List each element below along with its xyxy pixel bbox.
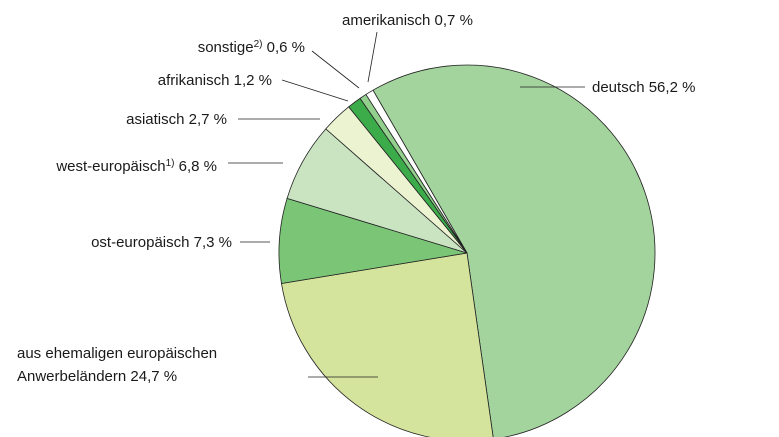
category-name: afrikanisch bbox=[157, 72, 230, 89]
value-label: 56,2 % bbox=[648, 79, 696, 96]
leader-line bbox=[281, 79, 349, 102]
category-name: deutsch bbox=[592, 79, 645, 96]
category-name: asiatisch bbox=[126, 111, 185, 128]
footnote-mark: 2) bbox=[253, 39, 263, 50]
category-name: aus ehemaligen europäischen Anwerbelände… bbox=[17, 345, 218, 385]
category-name: west-europäisch bbox=[56, 158, 166, 175]
value-label: 0,6 % bbox=[266, 39, 305, 56]
pie-slice bbox=[365, 89, 468, 254]
category-name: amerikanisch bbox=[342, 12, 431, 29]
slice-label: asiatisch 2,7 % bbox=[126, 108, 227, 131]
value-label: 6,8 % bbox=[178, 158, 217, 175]
slice-label: west-europäisch1) 6,8 % bbox=[56, 152, 217, 178]
leader-line bbox=[367, 31, 378, 83]
category-name: sonstige bbox=[197, 39, 254, 56]
slice-label: amerikanisch 0,7 % bbox=[342, 9, 473, 32]
slice-label: afrikanisch 1,2 % bbox=[158, 69, 272, 92]
value-label: 0,7 % bbox=[434, 12, 473, 29]
pie-slice bbox=[281, 252, 494, 437]
pie-slice bbox=[372, 64, 656, 437]
value-label: 24,7 % bbox=[130, 368, 178, 385]
value-label: 1,2 % bbox=[233, 72, 272, 89]
slice-label: ost-europäisch 7,3 % bbox=[91, 231, 232, 254]
footnote-mark: 1) bbox=[165, 158, 175, 169]
leader-line bbox=[311, 50, 360, 89]
slice-label: sonstige2) 0,6 % bbox=[198, 33, 305, 59]
category-name: ost-europäisch bbox=[91, 234, 190, 251]
value-label: 7,3 % bbox=[193, 234, 232, 251]
slice-label: deutsch 56,2 % bbox=[592, 76, 695, 99]
value-label: 2,7 % bbox=[188, 111, 227, 128]
slice-label: aus ehemaligen europäischen Anwerbelände… bbox=[17, 342, 247, 388]
